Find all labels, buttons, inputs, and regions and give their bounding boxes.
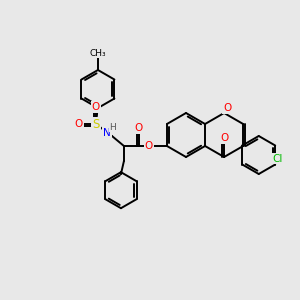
Text: O: O [145, 141, 153, 151]
Text: O: O [220, 133, 228, 143]
Text: O: O [223, 103, 231, 113]
Text: O: O [92, 102, 100, 112]
Text: S: S [92, 118, 100, 130]
Text: O: O [75, 119, 83, 129]
Text: H: H [110, 122, 116, 131]
Text: N: N [103, 128, 111, 138]
Text: CH₃: CH₃ [90, 49, 106, 58]
Text: O: O [135, 123, 143, 133]
Text: Cl: Cl [272, 154, 282, 164]
